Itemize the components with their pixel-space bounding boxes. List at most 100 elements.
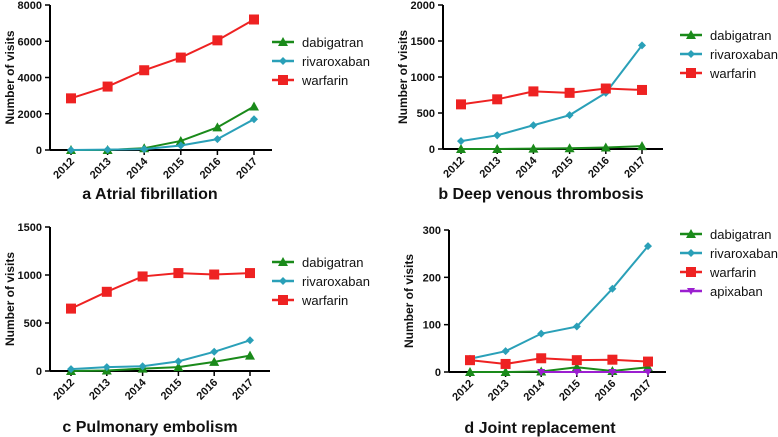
chart-title: d Joint replacement (464, 420, 616, 437)
x-tick-label: 2017 (234, 156, 260, 182)
series-rivaroxaban (67, 115, 258, 154)
y-tick-label: 0 (429, 144, 435, 156)
x-tick-label: 2015 (557, 378, 583, 404)
x-tick-label: 2016 (593, 378, 619, 404)
data-point (137, 271, 148, 282)
data-point (608, 369, 617, 376)
x-tick-label: 2014 (123, 376, 149, 402)
data-point (103, 145, 112, 154)
x-tick-label: 2017 (622, 155, 648, 181)
y-tick-label: 4000 (18, 73, 42, 85)
data-point (501, 347, 510, 356)
data-point (492, 144, 503, 153)
x-tick-label: 2015 (550, 155, 576, 181)
x-tick-label: 2012 (450, 378, 476, 404)
series-line (70, 272, 251, 310)
legend-label: warfarin (709, 66, 756, 81)
y-tick-label: 2000 (18, 109, 42, 121)
legend-marker (278, 37, 288, 46)
y-tick-label: 1500 (18, 222, 42, 234)
x-tick-label: 2013 (478, 155, 504, 181)
data-point (209, 356, 220, 366)
data-point (644, 242, 652, 251)
y-tick-label: 300 (423, 225, 441, 237)
legend-label: rivaroxaban (302, 274, 370, 289)
x-tick-label: 2015 (161, 156, 187, 182)
data-point (600, 142, 611, 152)
legend-item-rivaroxaban: rivaroxaban (680, 47, 778, 62)
data-point (565, 111, 574, 120)
series-line (469, 357, 649, 365)
legend-label: dabigatran (302, 255, 363, 270)
data-point (465, 367, 475, 376)
legend-label: warfarin (301, 73, 348, 88)
data-point (456, 144, 466, 153)
legend-label: warfarin (709, 265, 756, 280)
data-point (101, 286, 112, 297)
legend-label: rivaroxaban (710, 246, 778, 261)
data-point (174, 357, 183, 366)
y-axis-label: Number of visits (3, 30, 17, 124)
series-dabigatran (66, 101, 259, 154)
data-point (102, 81, 113, 92)
data-point (564, 143, 575, 153)
y-tick-label: 500 (24, 318, 42, 330)
data-point (173, 268, 184, 279)
series-line (70, 18, 255, 100)
data-point (249, 14, 259, 25)
series-line (70, 354, 251, 372)
data-point (637, 84, 647, 95)
legend-item-warfarin: warfarin (680, 265, 756, 280)
legend-label: rivaroxaban (710, 47, 778, 62)
data-point (608, 284, 617, 293)
y-tick-label: 1500 (411, 36, 435, 48)
data-point (245, 268, 255, 279)
x-tick-label: 2013 (87, 377, 113, 403)
data-point (537, 329, 546, 338)
series-rivaroxaban (457, 41, 646, 146)
data-point (175, 52, 186, 63)
legend-item-warfarin: warfarin (680, 66, 756, 81)
y-tick-label: 100 (423, 320, 441, 332)
series-dabigatran (66, 350, 255, 375)
series-warfarin (66, 14, 259, 104)
data-point (67, 146, 75, 154)
data-point (66, 303, 76, 314)
series-line (70, 339, 251, 371)
data-point (249, 101, 259, 111)
series-line (70, 118, 255, 151)
data-point (528, 86, 539, 97)
data-point (176, 141, 185, 150)
data-point (212, 122, 223, 132)
x-tick-label: 2014 (125, 155, 151, 181)
chart-panel-c: 0 500 1000 1500 2012 2013 2014 2015 2016 2017 Numb… (3, 222, 370, 436)
x-tick-label: 2016 (586, 155, 612, 181)
legend-marker (686, 30, 696, 39)
data-point (572, 369, 581, 376)
series-line (469, 245, 649, 360)
y-tick-label: 500 (417, 108, 435, 120)
legend-item-rivaroxaban: rivaroxaban (272, 54, 370, 69)
x-tick-label: 2013 (486, 378, 512, 404)
data-point (607, 354, 618, 365)
y-axis-label: Number of visits (396, 30, 410, 124)
x-tick-label: 2016 (195, 377, 221, 403)
series-line (461, 145, 643, 150)
series-warfarin (465, 353, 653, 369)
y-tick-label: 200 (423, 272, 441, 284)
data-point (572, 322, 581, 331)
legend-item-warfarin: warfarin (272, 73, 348, 88)
chart-title: c Pulmonary embolism (62, 419, 237, 436)
data-point (638, 41, 646, 50)
x-tick-label: 2014 (522, 377, 548, 403)
legend-item-warfarin: warfarin (272, 293, 348, 308)
x-tick-label: 2015 (159, 377, 185, 403)
data-point (66, 93, 76, 104)
legend-label: dabigatran (710, 28, 771, 43)
data-point (637, 141, 647, 151)
legend-label: rivaroxaban (302, 54, 370, 69)
legend-marker (278, 75, 288, 85)
x-tick-label: 2013 (88, 156, 114, 182)
series-line (460, 44, 643, 143)
